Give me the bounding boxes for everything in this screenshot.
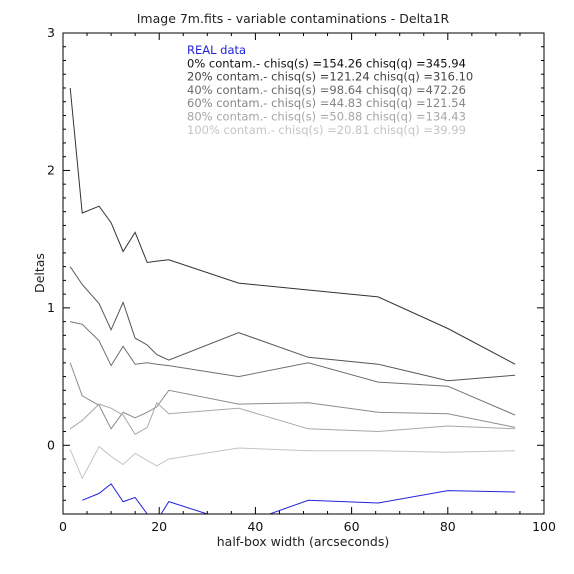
legend-entry-2: 20% contam.- chisq(s) =121.24 chisq(q) =… — [187, 70, 473, 84]
y-tick-label-2: 2 — [47, 162, 55, 177]
series-line-6 — [69, 445, 516, 480]
series-line-4 — [69, 362, 516, 430]
chart-title: Image 7m.fits - variable contaminations … — [137, 11, 450, 26]
series-line-2 — [69, 266, 516, 382]
series-line-1 — [69, 87, 516, 365]
x-tick-label-0: 0 — [59, 519, 67, 534]
x-axis-label: half-box width (arcseconds) — [217, 534, 390, 549]
y-tick-label-1: 1 — [47, 300, 55, 315]
y-tick-label-0: 0 — [47, 437, 55, 452]
legend-entry-1: 0% contam.- chisq(s) =154.26 chisq(q) =3… — [187, 56, 466, 70]
tick-layer: 0 20 40 60 80 100 0 1 2 3 — [47, 25, 556, 534]
legend-entry-6: 100% contam.- chisq(s) =20.81 chisq(q) =… — [187, 123, 466, 137]
legend-entry-5: 80% contam.- chisq(s) =50.88 chisq(q) =1… — [187, 110, 466, 124]
x-tick-label-4: 80 — [440, 519, 456, 534]
x-tick-label-1: 20 — [151, 519, 167, 534]
series-layer — [69, 87, 516, 514]
legend-entry-0: REAL data — [187, 43, 246, 57]
legend-entry-3: 40% contam.- chisq(s) =98.64 chisq(q) =4… — [187, 83, 466, 97]
x-tick-label-3: 60 — [344, 519, 360, 534]
series-line-3 — [70, 321, 516, 416]
y-tick-label-3: 3 — [47, 25, 55, 40]
series-line-5 — [69, 401, 516, 435]
series-line-0 — [82, 483, 516, 514]
y-axis-label: Deltas — [32, 253, 47, 293]
legend-entry-4: 60% contam.- chisq(s) =44.83 chisq(q) =1… — [187, 96, 466, 110]
x-tick-label-2: 40 — [247, 519, 263, 534]
x-tick-label-5: 100 — [532, 519, 556, 534]
